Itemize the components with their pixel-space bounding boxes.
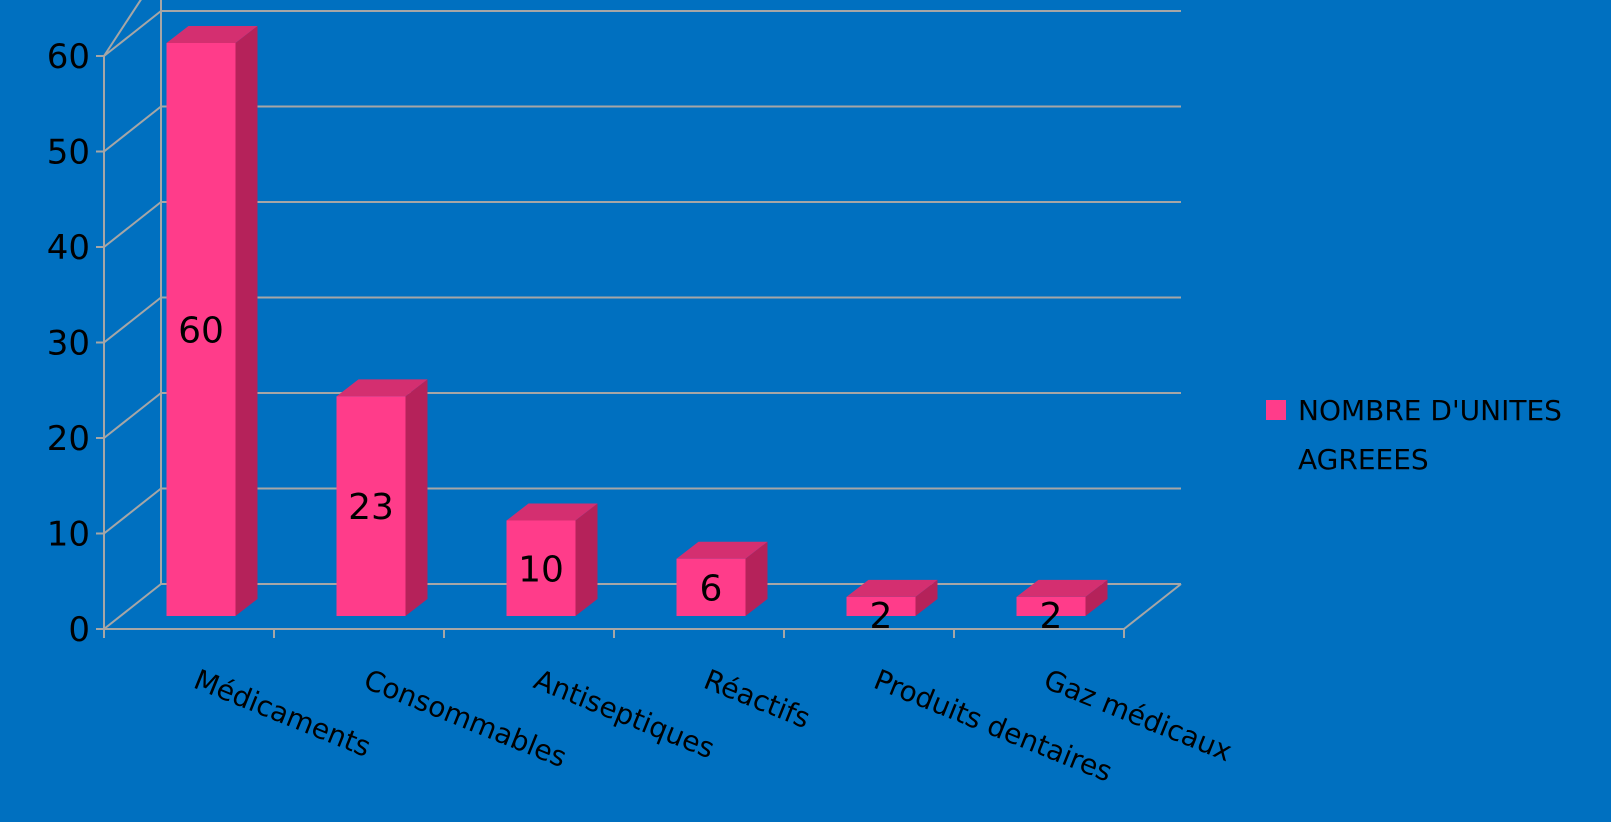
y-tick-label: 10 [47,515,90,555]
x-axis-category-labels: MédicamentsConsommablesAntiseptiquesRéac… [189,663,1236,789]
grid-diagonal [103,201,162,248]
data-label: 10 [518,549,564,590]
data-label: 6 [700,568,723,609]
y-axis-tick-labels: 0 10 20 30 40 50 60 [47,37,90,650]
y-tick-label: 40 [47,228,90,268]
bar [506,520,576,616]
y-tick-label: 20 [47,419,90,459]
bar-side [405,379,428,616]
bar-side [915,579,938,616]
bar-top [506,503,598,521]
data-label: 23 [348,487,394,528]
bar-side [575,503,598,616]
bar-top [166,26,258,43]
y-tick-label: 30 [47,324,90,364]
y-tick-label: 50 [47,133,90,173]
bar-side [1085,579,1108,616]
grid-diagonal [103,487,162,535]
bar-side [745,541,768,616]
data-label: 2 [870,596,893,637]
grid-diagonal [103,105,162,153]
legend-label-line-2: AGREEES [1298,443,1429,476]
data-label: 2 [1040,596,1063,637]
y-tick-label: 60 [47,37,90,77]
legend-label-line-1: NOMBRE D'UNITES [1298,394,1562,427]
grid-diagonal [103,296,162,344]
data-labels: 60 23 10 6 2 2 [178,311,1062,638]
bar-top [1016,579,1108,597]
bar-side [235,26,258,616]
grid-diagonal [103,0,142,57]
legend-swatch [1266,400,1286,420]
chart-walls [96,0,1182,638]
grid-diagonal [103,10,162,57]
chart-bars [166,26,1108,616]
data-label: 60 [178,311,224,352]
x-category-label: Médicaments [189,663,375,764]
bar [676,558,746,616]
bar-top [846,579,938,597]
bar [166,43,236,616]
grid-diagonal [103,392,162,439]
bar [1016,596,1086,616]
bar-top [336,379,428,397]
bar-top [676,541,768,559]
grid-diagonal [103,583,162,630]
legend: NOMBRE D'UNITES AGREEES [1266,394,1562,476]
bar [336,396,406,616]
floor-edge [1123,583,1182,630]
x-category-label: Réactifs [699,663,814,735]
bar [846,596,916,616]
y-tick-label: 0 [68,610,90,650]
